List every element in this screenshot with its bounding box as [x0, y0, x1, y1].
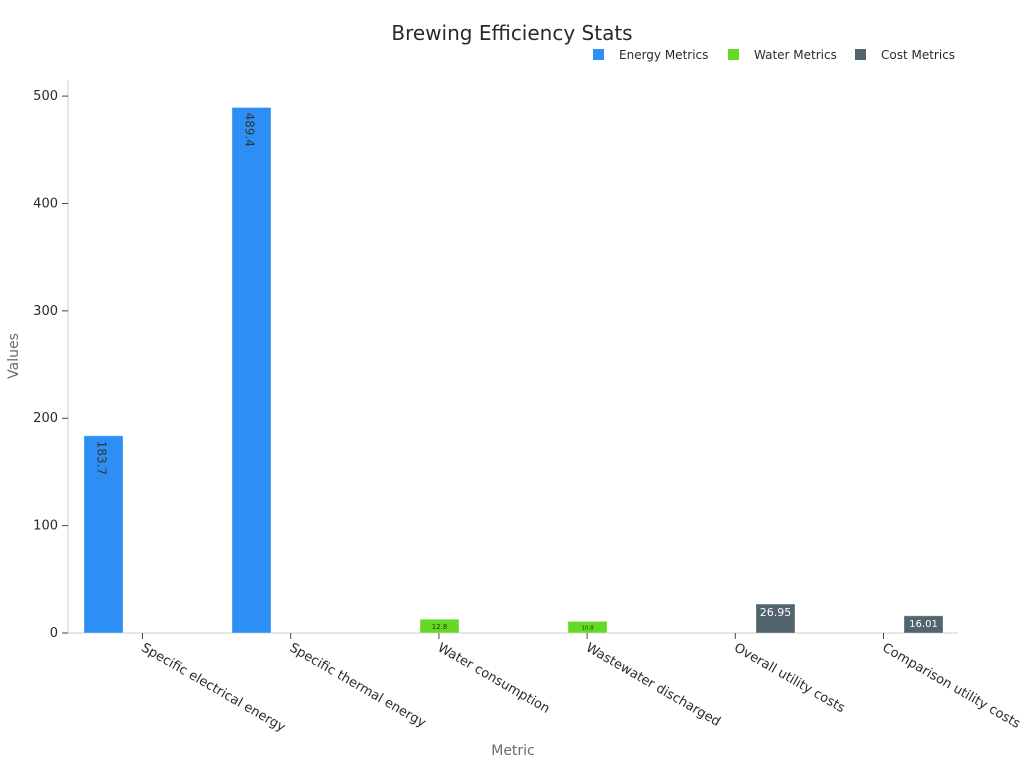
legend: Energy Metrics Water Metrics Cost Metrics	[593, 48, 955, 62]
x-tick-label: Water consumption	[435, 640, 552, 716]
legend-label: Energy Metrics	[619, 48, 708, 62]
bar-labels-group: 183.7 489.4 12.8 10.8 26.95 16.01	[95, 112, 938, 631]
y-tick-label: 300	[33, 304, 58, 319]
legend-label: Cost Metrics	[881, 48, 955, 62]
x-tick-label: Specific thermal energy	[287, 640, 429, 731]
y-tick-label: 400	[33, 196, 58, 211]
x-tick-label: Comparison utility costs	[880, 640, 1023, 732]
bar-cost-metrics	[755, 603, 796, 634]
legend-swatch	[855, 49, 866, 60]
y-tick-label: 100	[33, 519, 58, 534]
y-tick-label: 0	[50, 626, 58, 641]
legend-swatch	[593, 49, 604, 60]
bar-energy-metrics	[83, 435, 124, 634]
y-tick-label: 500	[33, 89, 58, 104]
legend-label: Water Metrics	[754, 48, 837, 62]
bar-water-metrics	[419, 618, 460, 634]
bar-value-label: 26.95	[760, 606, 792, 619]
bar-energy-metrics	[231, 106, 272, 634]
bar-water-metrics	[567, 620, 608, 634]
bar-value-label: 183.7	[95, 441, 109, 475]
x-tick-label: Overall utility costs	[731, 640, 847, 716]
x-tick-label: Wastewater discharged	[583, 640, 723, 729]
legend-swatch	[728, 49, 739, 60]
y-axis-title: Values	[6, 333, 22, 379]
bar-cost-metrics	[903, 615, 944, 634]
bar-value-label: 10.8	[581, 625, 594, 631]
chart-title: Brewing Efficiency Stats	[391, 21, 632, 45]
bar-value-label: 16.01	[909, 619, 938, 630]
x-tick-label: Specific electrical energy	[139, 640, 289, 735]
bar-value-label: 12.8	[432, 623, 448, 631]
bars-group	[83, 106, 944, 634]
y-tick-label: 200	[33, 411, 58, 426]
x-axis-title: Metric	[491, 743, 535, 759]
y-axis: 0 100 200 300 400 500	[33, 80, 69, 641]
bar-value-label: 489.4	[243, 112, 257, 146]
